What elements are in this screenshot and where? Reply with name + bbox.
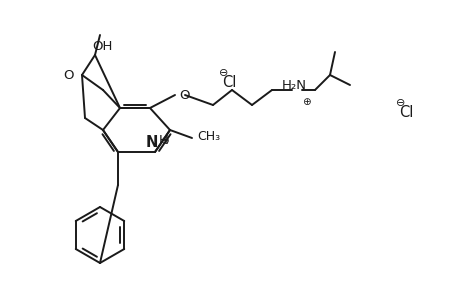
- Text: Cl: Cl: [398, 104, 413, 119]
- Text: $\oplus$: $\oplus$: [302, 95, 311, 106]
- Text: O: O: [63, 68, 74, 82]
- Text: H₂N: H₂N: [281, 79, 306, 92]
- Text: H: H: [159, 134, 168, 146]
- Text: CH₃: CH₃: [196, 130, 220, 142]
- Text: $\ominus$: $\ominus$: [394, 97, 404, 107]
- Text: Cl: Cl: [222, 74, 236, 89]
- Text: O: O: [179, 88, 189, 101]
- Text: OH: OH: [92, 40, 112, 53]
- Text: $\oplus$: $\oplus$: [160, 134, 169, 146]
- Text: $\ominus$: $\ominus$: [218, 67, 228, 77]
- Text: N: N: [146, 134, 158, 149]
